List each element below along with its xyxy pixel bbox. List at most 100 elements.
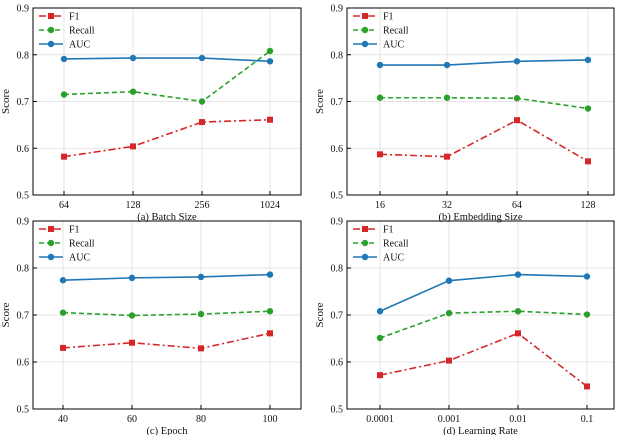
y-axis-label: Score — [0, 302, 12, 327]
data-point-recall — [266, 308, 274, 315]
legend-label-f1: F1 — [383, 225, 394, 236]
series-line-recall — [380, 96, 589, 110]
y-tick-label: 0.7 — [331, 311, 344, 322]
y-tick-label: 0.8 — [331, 50, 344, 61]
series-line-recall — [63, 50, 271, 103]
x-tick-label: 100 — [263, 414, 278, 425]
x-tick-label: 0.1 — [581, 414, 594, 425]
data-point-recall — [128, 312, 136, 319]
data-point-auc — [583, 273, 591, 280]
y-tick-label: 0.9 — [331, 217, 344, 228]
data-point-f1 — [444, 153, 450, 160]
data-point-recall — [376, 94, 384, 101]
y-tick-label: 0.8 — [331, 264, 344, 275]
y-tick-label: 0.6 — [331, 144, 344, 155]
legend-label-auc: AUC — [383, 40, 404, 51]
y-tick-label: 0.9 — [17, 4, 30, 15]
legend-marker-recall — [47, 26, 55, 34]
data-point-recall — [445, 309, 453, 317]
series-line-auc — [380, 59, 589, 66]
y-tick-label: 0.9 — [17, 217, 30, 228]
data-point-f1 — [129, 339, 135, 346]
x-tick-label: 32 — [442, 200, 452, 211]
y-tick-label: 0.7 — [331, 97, 344, 108]
legend-marker-auc — [361, 253, 369, 261]
data-point-f1 — [130, 143, 136, 150]
x-axis-label: (c) Epoch — [146, 426, 188, 435]
series-line-recall — [379, 310, 588, 339]
data-point-auc — [266, 58, 274, 65]
data-point-auc — [60, 55, 68, 63]
legend-marker-auc — [47, 40, 55, 48]
y-axis-label: Score — [314, 302, 326, 327]
legend-label-f1: F1 — [383, 12, 394, 23]
legend-label-auc: AUC — [69, 253, 90, 264]
x-tick-label: 64 — [59, 200, 69, 211]
x-tick-label: 256 — [195, 200, 210, 211]
data-point-recall — [198, 98, 206, 105]
data-point-f1 — [60, 344, 66, 351]
x-tick-label: 80 — [196, 414, 206, 425]
y-tick-label: 0.5 — [331, 405, 344, 416]
x-tick-label: 128 — [581, 200, 596, 211]
data-point-auc — [198, 54, 206, 62]
data-point-f1 — [198, 345, 204, 352]
data-point-auc — [445, 277, 453, 284]
data-point-recall — [59, 309, 67, 316]
legend-marker-f1 — [48, 13, 54, 19]
legend-label-recall: Recall — [383, 239, 409, 250]
legend-marker-auc — [361, 40, 369, 48]
series-line-auc — [62, 273, 271, 282]
legend-label-recall: Recall — [69, 239, 95, 250]
chart-panel-2: 0.5 0.6 0.7 0.8 0.9 16 32 64 128 (b) Embedding Si… — [314, 4, 615, 223]
data-point-recall — [514, 308, 522, 315]
y-tick-label: 0.5 — [17, 405, 30, 416]
x-tick-label: 128 — [126, 200, 141, 211]
y-tick-label: 0.9 — [331, 4, 344, 15]
data-point-f1 — [61, 153, 67, 160]
legend-marker-recall — [361, 239, 369, 247]
data-point-f1 — [267, 116, 273, 123]
y-tick-label: 0.6 — [17, 358, 30, 369]
y-tick-label: 0.5 — [17, 191, 30, 202]
x-axis-label: (d) Learning Rate — [443, 426, 518, 435]
legend-label-auc: AUC — [69, 40, 90, 51]
legend-label-recall: Recall — [69, 26, 95, 37]
series-line-auc — [379, 273, 588, 312]
data-point-auc — [129, 54, 137, 62]
y-tick-label: 0.6 — [331, 358, 344, 369]
x-tick-label: 0.001 — [438, 414, 461, 425]
series-line-f1 — [62, 332, 271, 350]
data-point-auc — [128, 274, 136, 282]
series-line-recall — [62, 310, 271, 317]
y-tick-label: 0.6 — [17, 144, 30, 155]
legend-marker-auc — [47, 253, 55, 261]
data-point-recall — [584, 105, 592, 112]
data-point-f1 — [515, 330, 521, 337]
data-point-recall — [129, 88, 137, 95]
x-axis-label: (a) Batch Size — [137, 212, 197, 223]
series-line-f1 — [63, 118, 271, 158]
data-point-f1 — [585, 158, 591, 165]
chart-panel-1: 0.5 0.6 0.7 0.8 0.9 64 128 256 1024 (a) Batch Siz… — [0, 4, 302, 223]
data-point-auc — [376, 61, 384, 69]
legend-marker-f1 — [362, 226, 368, 232]
chart-panel-4: 0.5 0.6 0.7 0.8 0.9 0.0001 0.001 0.01 0.1 (d) Lea… — [314, 217, 615, 435]
x-tick-label: 64 — [512, 200, 522, 211]
y-tick-label: 0.7 — [17, 97, 30, 108]
data-point-f1 — [267, 330, 273, 337]
x-tick-label: 1024 — [260, 200, 280, 211]
legend-label-f1: F1 — [69, 12, 80, 23]
y-axis-label: Score — [0, 89, 12, 114]
chart-panel-3: 0.5 0.6 0.7 0.8 0.9 40 60 80 100 (c) Epoch Score F1… — [0, 217, 302, 435]
data-point-f1 — [446, 357, 452, 364]
data-point-f1 — [584, 383, 590, 390]
series-line-f1 — [379, 332, 588, 388]
legend-label-auc: AUC — [383, 253, 404, 264]
data-point-auc — [443, 61, 451, 69]
data-point-auc — [59, 277, 67, 284]
data-point-recall — [60, 91, 68, 98]
x-tick-label: 0.01 — [509, 414, 527, 425]
x-tick-label: 40 — [58, 414, 68, 425]
